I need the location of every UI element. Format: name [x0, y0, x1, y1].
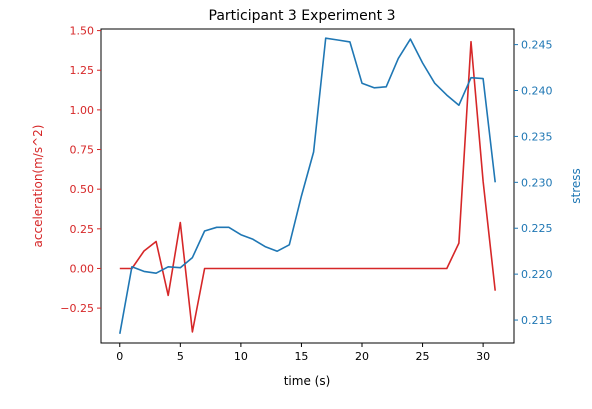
x-tick-label: 25 — [416, 350, 430, 363]
right-tick-label: 0.220 — [521, 268, 553, 281]
left-tick-label: −0.25 — [60, 302, 94, 315]
x-axis: 0 5 10 15 20 25 30 — [116, 343, 490, 363]
chart-title: Participant 3 Experiment 3 — [209, 8, 396, 24]
left-tick-label: 0.00 — [70, 262, 95, 275]
x-tick-label: 30 — [476, 350, 490, 363]
x-tick-label: 0 — [116, 350, 123, 363]
right-tick-label: 0.245 — [521, 39, 553, 52]
left-tick-label: 1.25 — [70, 64, 95, 77]
plot-area — [119, 37, 496, 334]
x-tick-label: 15 — [294, 350, 308, 363]
right-tick-label: 0.225 — [521, 222, 553, 235]
left-tick-label: 1.50 — [70, 25, 95, 38]
right-tick-label: 0.235 — [521, 130, 553, 143]
left-tick-label: 0.25 — [70, 223, 95, 236]
left-tick-label: 1.00 — [70, 104, 95, 117]
left-tick-label: 0.50 — [70, 183, 95, 196]
left-tick-label: 0.75 — [70, 144, 95, 157]
stress-series-line — [119, 37, 496, 334]
right-y-axis: 0.215 0.220 0.225 0.230 0.235 0.240 0.245 — [514, 39, 553, 327]
x-tick-label: 20 — [355, 350, 369, 363]
right-y-axis-label: stress — [569, 168, 583, 204]
left-y-axis: −0.25 0.00 0.25 0.50 0.75 1.00 1.25 1.50 — [60, 25, 101, 315]
left-y-axis-label: acceleration(m/s^2) — [31, 125, 45, 248]
right-tick-label: 0.230 — [521, 176, 553, 189]
x-tick-label: 10 — [234, 350, 248, 363]
right-tick-label: 0.240 — [521, 85, 553, 98]
x-axis-label: time (s) — [284, 374, 331, 388]
right-tick-label: 0.215 — [521, 314, 553, 327]
acceleration-series-line — [119, 40, 496, 333]
plot-frame — [100, 28, 515, 344]
x-tick-label: 5 — [177, 350, 184, 363]
